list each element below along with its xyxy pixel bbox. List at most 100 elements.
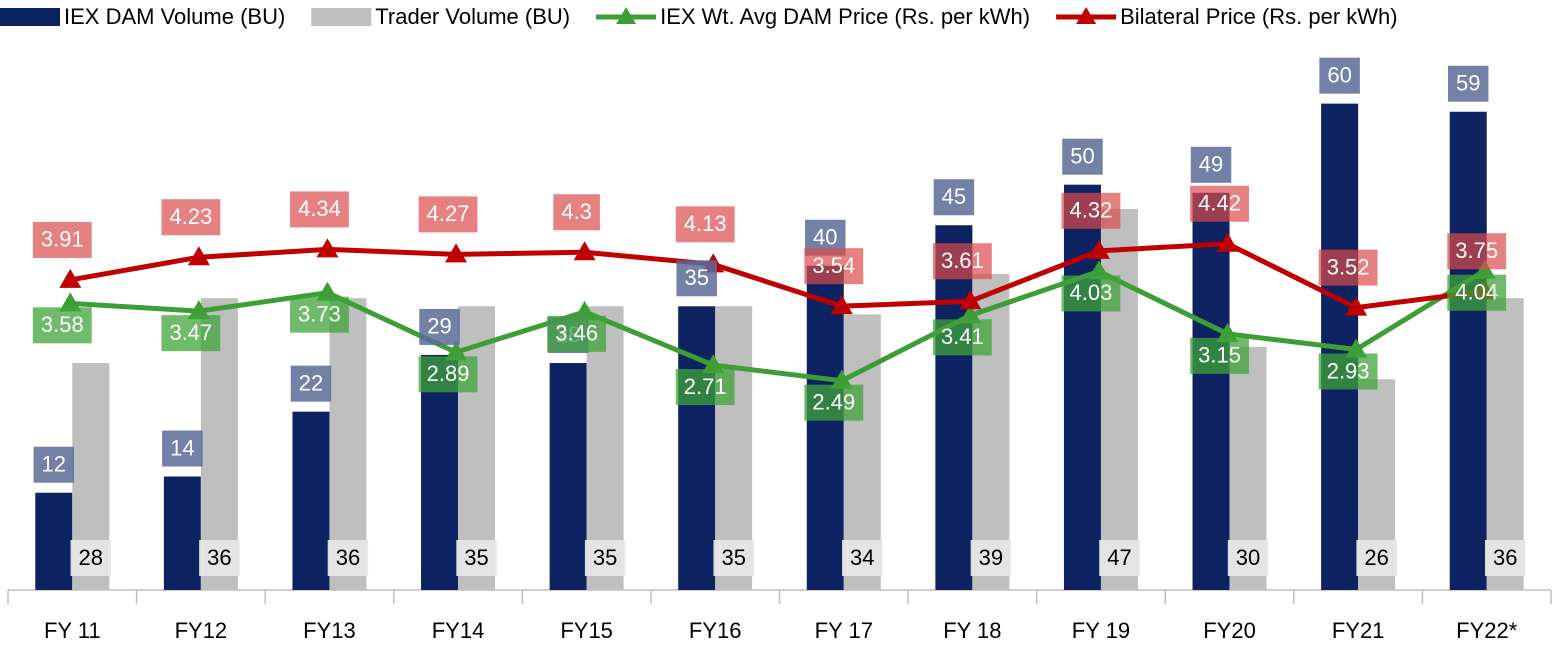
data-label: 36 bbox=[1493, 545, 1517, 570]
legend-swatch bbox=[1076, 7, 1097, 24]
x-tick-label: FY 17 bbox=[815, 618, 873, 643]
data-label: 50 bbox=[1070, 144, 1094, 169]
data-label-box bbox=[1318, 249, 1378, 286]
line-marker bbox=[1345, 338, 1368, 358]
data-label: 4.34 bbox=[298, 196, 341, 221]
data-label-box bbox=[1190, 185, 1249, 222]
data-label-box bbox=[676, 260, 717, 297]
line-marker bbox=[573, 241, 596, 261]
data-label-box bbox=[290, 296, 349, 333]
data-label: 3.54 bbox=[812, 253, 855, 278]
data-label-box bbox=[1484, 540, 1526, 576]
data-label-box bbox=[804, 248, 864, 285]
legend-label: IEX Wt. Avg DAM Price (Rs. per kWh) bbox=[660, 4, 1030, 29]
data-label: 4.32 bbox=[1070, 198, 1113, 223]
data-label: 40 bbox=[813, 225, 837, 250]
data-label: 2.71 bbox=[684, 374, 727, 399]
data-label: 4.13 bbox=[684, 211, 727, 236]
x-tick-label: FY22* bbox=[1456, 618, 1518, 643]
data-label-box bbox=[32, 221, 92, 258]
bar bbox=[1192, 192, 1230, 590]
data-label: 34 bbox=[850, 545, 874, 570]
x-tick-label: FY20 bbox=[1203, 618, 1256, 643]
data-label-box bbox=[1447, 233, 1507, 270]
legend-label: IEX DAM Volume (BU) bbox=[64, 4, 285, 29]
data-label: 36 bbox=[336, 545, 360, 570]
data-label-box bbox=[1061, 192, 1121, 229]
line-marker bbox=[1087, 260, 1110, 280]
data-label: 47 bbox=[1107, 545, 1131, 570]
data-label: 28 bbox=[79, 545, 103, 570]
line-marker bbox=[187, 300, 210, 320]
data-label-box bbox=[804, 384, 864, 421]
line-marker bbox=[702, 354, 725, 374]
data-label: 60 bbox=[1327, 62, 1351, 87]
line-marker bbox=[830, 369, 853, 389]
x-tick-label: FY21 bbox=[1332, 618, 1385, 643]
x-tick-label: FY12 bbox=[175, 618, 228, 643]
bar bbox=[292, 411, 330, 590]
data-label: 3.91 bbox=[41, 227, 84, 252]
data-label-box bbox=[161, 315, 221, 352]
data-label-box bbox=[584, 540, 626, 576]
line-marker bbox=[830, 295, 853, 315]
bar bbox=[678, 306, 716, 590]
x-tick-label: FY 19 bbox=[1072, 618, 1130, 643]
data-label: 2.89 bbox=[427, 361, 470, 386]
data-label: 35 bbox=[721, 545, 745, 570]
data-label-box bbox=[290, 365, 332, 402]
bar bbox=[549, 363, 587, 590]
data-label-box bbox=[1190, 337, 1249, 374]
legend-label: Trader Volume (BU) bbox=[375, 4, 570, 29]
data-label-box bbox=[1447, 65, 1489, 102]
bar bbox=[421, 354, 459, 590]
data-label: 2.93 bbox=[1327, 358, 1370, 383]
data-label: 26 bbox=[1364, 545, 1388, 570]
line-marker bbox=[1087, 239, 1110, 259]
line-marker bbox=[573, 300, 596, 320]
data-label-box bbox=[713, 540, 754, 576]
data-label-box bbox=[1061, 275, 1121, 312]
data-label: 3.75 bbox=[1455, 238, 1498, 263]
x-tick-label: FY 18 bbox=[943, 618, 1001, 643]
data-label-box bbox=[932, 319, 992, 356]
line-marker bbox=[316, 281, 339, 301]
data-label: 14 bbox=[170, 435, 194, 460]
data-label: 2.49 bbox=[812, 389, 855, 414]
data-label: 30 bbox=[1236, 545, 1260, 570]
data-label-box bbox=[1318, 353, 1378, 390]
data-label: 22 bbox=[299, 370, 323, 395]
data-label-box bbox=[933, 179, 975, 216]
data-label-box bbox=[456, 540, 497, 576]
line bbox=[69, 241, 1486, 311]
data-label: 4.3 bbox=[561, 199, 592, 224]
data-label: 49 bbox=[1199, 152, 1223, 177]
line-marker bbox=[959, 304, 982, 324]
data-label-box bbox=[1190, 146, 1232, 183]
data-label: 35 bbox=[464, 545, 488, 570]
line-marker bbox=[187, 246, 210, 266]
data-label-box bbox=[199, 540, 240, 576]
x-tick-label: FY16 bbox=[689, 618, 742, 643]
line bbox=[70, 268, 1487, 384]
x-tick-label: FY14 bbox=[432, 618, 485, 643]
legend-swatch bbox=[0, 8, 60, 26]
data-label-box bbox=[547, 315, 607, 352]
data-label: 3.73 bbox=[298, 302, 341, 327]
line-marker bbox=[959, 290, 982, 310]
data-label-box bbox=[553, 194, 600, 231]
bar bbox=[163, 476, 201, 590]
line-marker bbox=[445, 243, 468, 263]
data-label: 39 bbox=[979, 545, 1003, 570]
data-label-box bbox=[32, 307, 92, 344]
data-label-box bbox=[1062, 138, 1103, 175]
line-marker bbox=[59, 292, 82, 312]
x-tick-label: FY15 bbox=[560, 618, 613, 643]
legend-swatch bbox=[616, 7, 637, 24]
x-tick-label: FY13 bbox=[303, 618, 356, 643]
data-label: 3.52 bbox=[1327, 254, 1370, 279]
line-marker bbox=[1216, 322, 1239, 342]
data-label: 35 bbox=[684, 265, 708, 290]
x-tick-label: FY 11 bbox=[44, 618, 101, 643]
data-label: 3.58 bbox=[41, 312, 84, 337]
